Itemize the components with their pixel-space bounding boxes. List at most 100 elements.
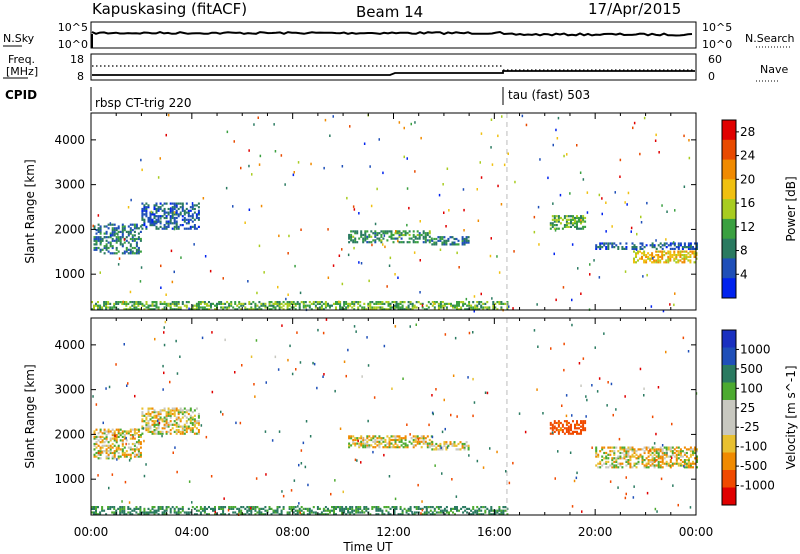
heatmap-cell — [675, 450, 678, 453]
heatmap-cell — [339, 427, 342, 430]
heatmap-cell — [437, 239, 440, 242]
heatmap-cell — [555, 421, 558, 425]
heatmap-cell — [352, 438, 355, 442]
heatmap-cell — [345, 507, 348, 510]
heatmap-cell — [370, 235, 373, 238]
heatmap-cell — [147, 429, 150, 432]
heatmap-cell — [489, 447, 491, 450]
heatmap-cell — [643, 252, 646, 255]
heatmap-cell — [157, 427, 160, 430]
heatmap-cell — [396, 446, 399, 449]
heatmap-cell — [400, 233, 403, 237]
heatmap-cell — [175, 423, 178, 426]
heatmap-cell — [413, 251, 416, 254]
heatmap-cell — [377, 507, 380, 510]
heatmap-cell — [355, 511, 358, 514]
heatmap-cell — [694, 451, 696, 455]
heatmap-cell — [277, 285, 279, 289]
heatmap-cell — [357, 506, 360, 509]
heatmap-cell — [167, 222, 170, 225]
heatmap-cell — [143, 439, 145, 443]
heatmap-cell — [661, 444, 664, 447]
heatmap-cell — [398, 435, 401, 438]
colorbar-tick-label: 100 — [740, 381, 763, 395]
heatmap-cell — [125, 430, 128, 433]
heatmap-cell — [655, 455, 658, 458]
heatmap-cell — [369, 302, 372, 305]
heatmap-cell — [465, 441, 468, 444]
heatmap-cell — [123, 225, 126, 228]
heatmap-cell — [445, 302, 448, 305]
heatmap-cell — [191, 306, 194, 309]
heatmap-cell — [397, 306, 400, 309]
heatmap-cell — [281, 490, 283, 493]
heatmap-cell — [361, 308, 364, 311]
heatmap-cell — [149, 425, 152, 428]
heatmap-cell — [635, 450, 638, 453]
heatmap-cell — [645, 466, 648, 469]
heatmap-cell — [420, 437, 423, 440]
heatmap-cell — [595, 246, 598, 249]
heatmap-cell — [629, 457, 632, 460]
heatmap-cell — [171, 209, 174, 212]
heatmap-cell — [264, 302, 267, 305]
y-axis-label: Slant Range [km] — [23, 364, 37, 468]
heatmap-cell — [137, 304, 140, 307]
heatmap-cell — [621, 247, 624, 250]
heatmap-cell — [354, 458, 357, 462]
heatmap-cell — [667, 255, 670, 258]
heatmap-cell — [157, 507, 160, 510]
heatmap-cell — [580, 429, 582, 432]
heatmap-cell — [159, 416, 162, 419]
heatmap-cell — [110, 234, 112, 237]
heatmap-cell — [397, 304, 400, 307]
heatmap-cell — [139, 507, 142, 510]
heatmap-cell — [464, 506, 467, 509]
heatmap-cell — [478, 509, 481, 512]
heatmap-cell — [667, 462, 670, 465]
heatmap-cell — [651, 254, 654, 257]
heatmap-cell — [502, 302, 505, 305]
heatmap-cell — [149, 427, 152, 430]
heatmap-cell — [382, 232, 385, 235]
heatmap-cell — [206, 507, 208, 510]
heatmap-cell — [353, 325, 356, 328]
heatmap-cell — [294, 302, 297, 305]
heatmap-cell — [95, 451, 98, 455]
heatmap-cell — [365, 509, 368, 512]
heatmap-cell — [453, 444, 456, 447]
heatmap-cell — [276, 302, 279, 305]
heatmap-cell — [185, 427, 188, 430]
heatmap-cell — [669, 459, 672, 462]
heatmap-cell — [121, 444, 124, 447]
heatmap-cell — [536, 303, 538, 306]
heatmap-cell — [639, 250, 641, 253]
heatmap-cell — [105, 450, 108, 453]
heatmap-cell — [179, 407, 182, 410]
heatmap-cell — [302, 441, 305, 445]
heatmap-cell — [358, 442, 361, 445]
heatmap-cell — [412, 239, 415, 242]
heatmap-cell — [195, 216, 198, 220]
heatmap-cell — [93, 506, 95, 509]
heatmap-cell — [113, 302, 116, 305]
heatmap-cell — [165, 509, 168, 512]
heatmap-cell — [95, 441, 98, 444]
heatmap-cell — [696, 459, 698, 462]
heatmap-cell — [135, 446, 138, 449]
heatmap-cell — [632, 126, 634, 130]
heatmap-cell — [502, 506, 505, 509]
heatmap-cell — [228, 506, 231, 509]
heatmap-cell — [651, 415, 654, 419]
heatmap-cell — [453, 243, 456, 246]
heatmap-cell — [318, 513, 321, 516]
heatmap-cell — [537, 345, 539, 348]
heatmap-cell — [103, 437, 106, 440]
heatmap-cell — [625, 242, 628, 245]
heatmap-cell — [605, 201, 607, 204]
heatmap-cell — [287, 252, 289, 255]
heatmap-cell — [451, 442, 454, 446]
heatmap-cell — [472, 507, 475, 510]
heatmap-cell — [125, 236, 128, 239]
heatmap-cell — [153, 423, 156, 426]
